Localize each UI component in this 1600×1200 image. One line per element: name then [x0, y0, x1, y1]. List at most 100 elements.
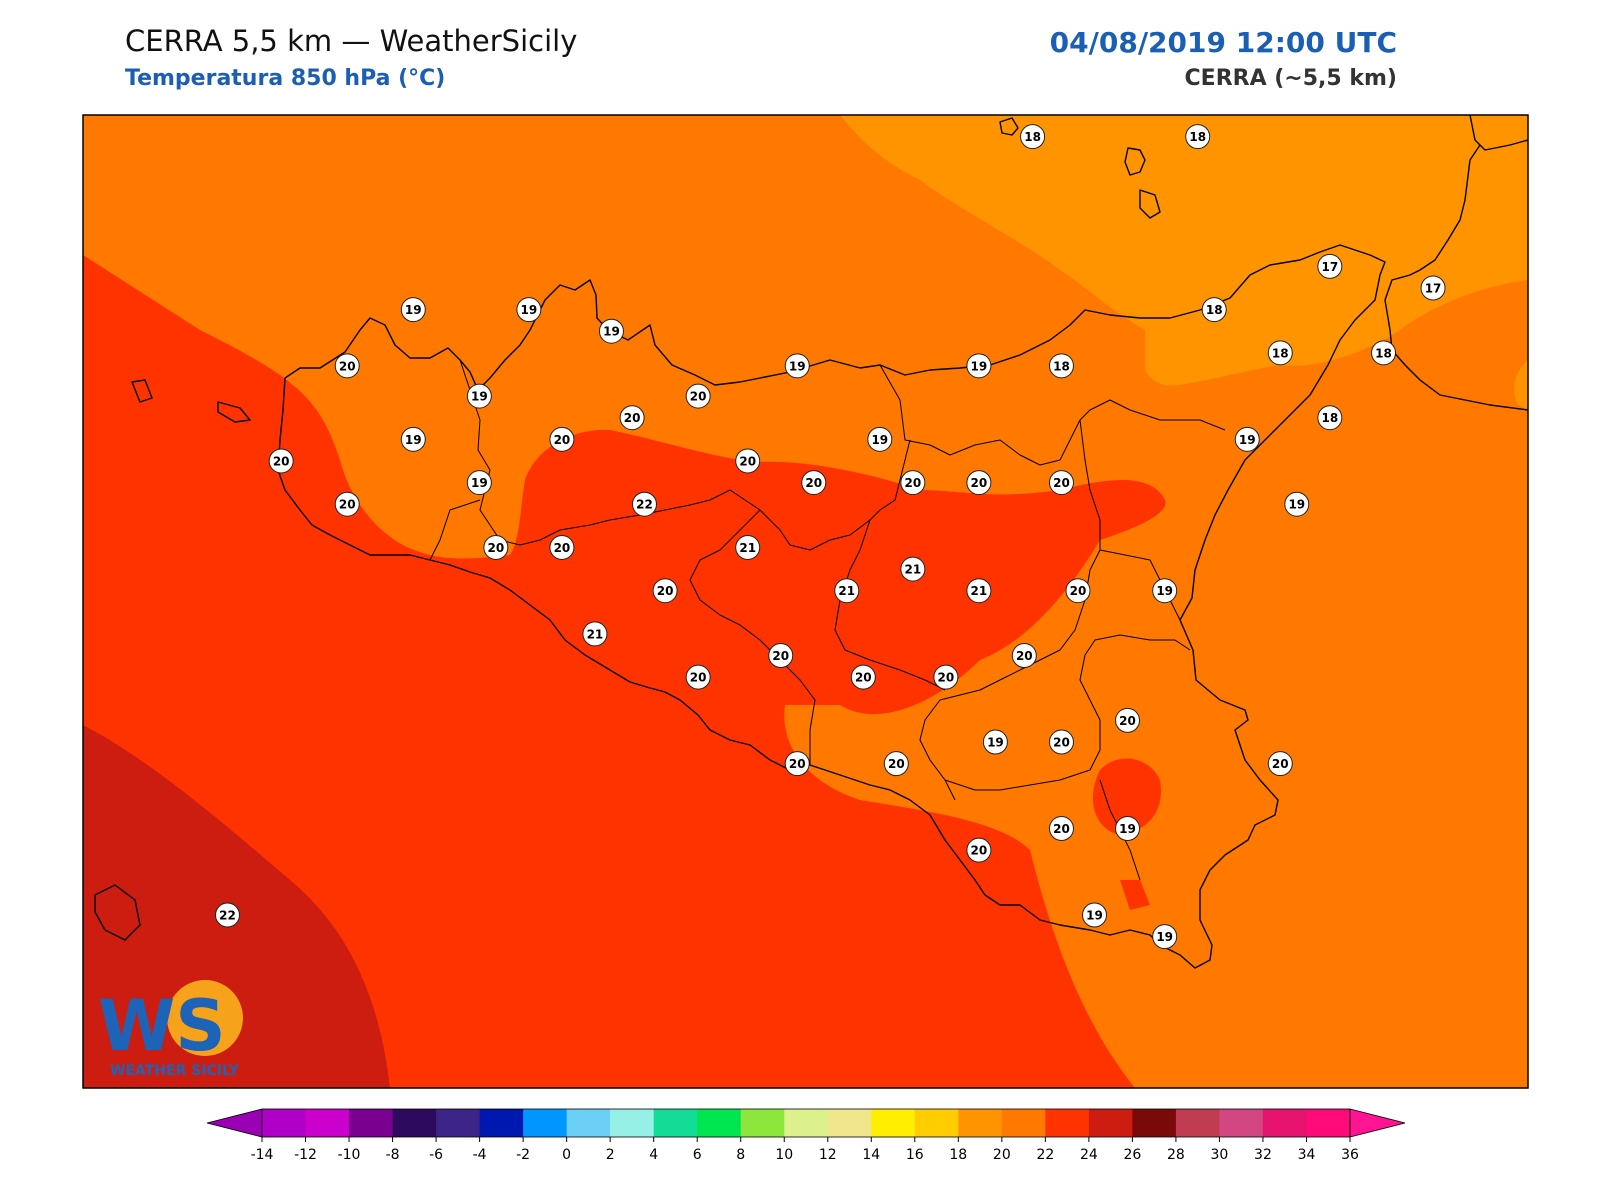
station-label: 19 [400, 297, 426, 323]
station-value: 20 [1272, 757, 1289, 771]
station-marker [334, 353, 360, 379]
station-label: 19 [516, 297, 542, 323]
colorbar-tick-label: 16 [906, 1147, 924, 1163]
station-value: 20 [690, 390, 707, 404]
station-value: 19 [471, 476, 488, 490]
colorbar-swatch [566, 1109, 611, 1137]
station-value: 20 [772, 649, 789, 663]
colorbar-swatch [1262, 1109, 1307, 1137]
station-label: 20 [768, 643, 794, 669]
colorbar-tick-label: 22 [1036, 1147, 1054, 1163]
station-marker [466, 470, 492, 496]
station-label: 20 [900, 470, 926, 496]
colorbar-tick: 24 [1080, 1137, 1098, 1163]
colorbar-tick-label: 20 [993, 1147, 1011, 1163]
station-label: 20 [1048, 470, 1074, 496]
station-value: 18 [1206, 303, 1223, 317]
station-label: 18 [1317, 405, 1343, 431]
station-marker [1267, 340, 1293, 366]
station-label: 18 [1020, 124, 1046, 150]
station-label: 20 [933, 664, 959, 690]
station-value: 20 [739, 454, 756, 468]
station-marker [1115, 707, 1141, 733]
station-label: 18 [1048, 353, 1074, 379]
colorbar-tick-label: -14 [251, 1147, 274, 1163]
station-label: 20 [966, 837, 992, 863]
colorbar-tick: 2 [606, 1137, 615, 1163]
station-value: 20 [339, 498, 356, 512]
station-value: 20 [888, 757, 905, 771]
station-value: 19 [971, 359, 988, 373]
station-label: 17 [1317, 253, 1343, 279]
colorbar-tick-label: 24 [1080, 1147, 1098, 1163]
colorbar-tick: 32 [1254, 1137, 1272, 1163]
station-marker [966, 837, 992, 863]
station-value: 19 [789, 359, 806, 373]
colorbar-tick: -2 [516, 1137, 530, 1163]
station-value: 20 [339, 359, 356, 373]
station-value: 22 [636, 498, 653, 512]
colorbar-tick-label: 36 [1341, 1147, 1359, 1163]
station-label: 19 [1082, 902, 1107, 928]
station-value: 21 [971, 584, 988, 598]
colorbar-swatch [958, 1109, 1003, 1137]
station-marker [834, 578, 860, 604]
colorbar-tick: 0 [562, 1137, 571, 1163]
station-marker [685, 383, 711, 409]
station-value: 21 [587, 627, 604, 641]
colorbar-tick: -4 [473, 1137, 487, 1163]
station-label: 21 [900, 556, 926, 582]
colorbar-swatch [305, 1109, 350, 1137]
station-label: 20 [850, 664, 876, 690]
station-marker [1317, 253, 1343, 279]
colorbar-tick-label: -12 [294, 1147, 317, 1163]
colorbar-tick: 18 [949, 1137, 967, 1163]
station-value: 19 [471, 390, 488, 404]
weathersicily-logo: WS WEATHER SICILY [98, 980, 243, 1079]
station-label: 19 [966, 353, 992, 379]
station-marker [685, 664, 711, 690]
station-label: 20 [268, 448, 294, 474]
station-value: 19 [405, 433, 422, 447]
station-marker [1115, 816, 1141, 842]
station-value: 20 [554, 433, 571, 447]
station-marker [1048, 729, 1074, 755]
colorbar-swatch [871, 1109, 916, 1137]
station-marker [1317, 405, 1343, 431]
colorbar-swatch [740, 1109, 785, 1137]
station-marker [549, 426, 575, 452]
colorbar-tick: 36 [1341, 1137, 1359, 1163]
station-label: 20 [1115, 707, 1141, 733]
colorbar-tick: 16 [906, 1137, 924, 1163]
colorbar-tick: 26 [1123, 1137, 1141, 1163]
colorbar-swatch [436, 1109, 481, 1137]
band-17-18-east [1514, 360, 1528, 410]
colorbar-swatch [1219, 1109, 1264, 1137]
station-label: 22 [631, 491, 657, 517]
station-marker [1048, 816, 1074, 842]
colorbar-swatch [827, 1109, 872, 1137]
station-value: 18 [1053, 359, 1070, 373]
station-label: 19 [784, 353, 810, 379]
station-value: 20 [554, 541, 571, 555]
colorbar-swatch [1001, 1109, 1046, 1137]
colorbar-swatch [653, 1109, 698, 1137]
station-marker [549, 534, 575, 560]
station-marker [215, 902, 240, 928]
station-label: 22 [215, 902, 240, 928]
station-value: 19 [1156, 930, 1173, 944]
station-label: 20 [1048, 729, 1074, 755]
colorbar-swatch [697, 1109, 742, 1137]
station-label: 20 [1048, 816, 1074, 842]
station-value: 20 [938, 671, 955, 685]
station-marker [1185, 124, 1211, 150]
station-value: 17 [1425, 281, 1442, 295]
band-20-22-sliver [1120, 880, 1150, 910]
station-label: 20 [619, 405, 645, 431]
colorbar-tick-label: -4 [473, 1147, 487, 1163]
band-20-22-pocket [1092, 758, 1161, 835]
station-marker [1048, 353, 1074, 379]
station-value: 20 [904, 476, 921, 490]
colorbar-swatch [914, 1109, 959, 1137]
station-label: 19 [1152, 924, 1178, 950]
